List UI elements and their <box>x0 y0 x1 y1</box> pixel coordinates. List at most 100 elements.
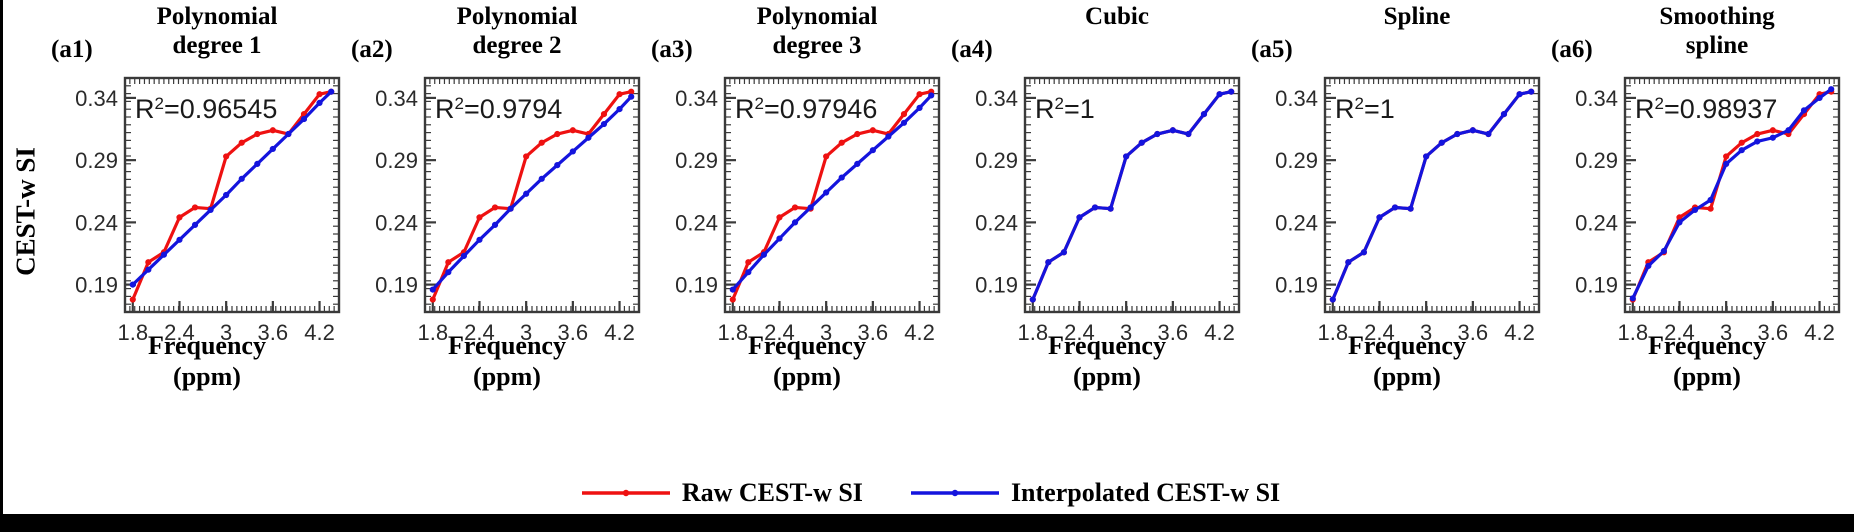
x-axis-label-line2: (ppm) <box>1073 362 1141 391</box>
data-point <box>1660 247 1668 255</box>
data-point <box>823 189 830 196</box>
x-tick-label: 4.2 <box>1804 320 1835 345</box>
data-point <box>1045 259 1052 266</box>
series-line-interpolated <box>731 93 933 292</box>
minor-ticks <box>124 77 340 313</box>
r2-annotation: R2=0.98937 <box>1635 94 1777 124</box>
data-point <box>328 88 335 95</box>
data-point <box>776 214 783 221</box>
y-tick-label: 0.34 <box>975 86 1018 111</box>
data-point <box>269 127 276 134</box>
data-point <box>1516 91 1523 98</box>
y-tick-label: 0.24 <box>375 210 418 235</box>
x-tick-label: 3.6 <box>1758 320 1789 345</box>
data-point <box>445 259 452 266</box>
panel-tag-a5: (a5) <box>1251 36 1293 63</box>
x-axis-ticks: 1.8 2.4 3 3.6 4.2 <box>1017 301 1235 345</box>
x-tick-label: 3 <box>1420 320 1432 345</box>
data-point <box>569 127 576 134</box>
x-axis-label-line2: (ppm) <box>773 362 841 391</box>
y-tick-label: 0.24 <box>1275 210 1318 235</box>
data-point <box>791 219 799 226</box>
data-point <box>254 130 261 138</box>
panel-title-line2: spline <box>1685 32 1749 59</box>
data-point <box>285 130 292 138</box>
y-tick-label: 0.19 <box>75 273 118 298</box>
y-axis-ticks: 0.19 0.24 0.29 0.34 <box>375 86 436 298</box>
plot-area-a4: 1.8 2.4 3 3.6 4.2 0.19 0.24 0.29 0.34 R2=1 <box>947 64 1247 369</box>
x-axis-label-line1: Frequency <box>1648 331 1766 360</box>
data-point <box>1800 107 1808 114</box>
panel-title-line1: Polynomial <box>156 3 278 30</box>
data-point <box>869 127 876 134</box>
data-point <box>1485 130 1492 138</box>
data-point <box>1216 91 1223 98</box>
data-point <box>316 91 323 98</box>
legend-item-raw: Raw CEST-w SI <box>580 478 863 508</box>
y-tick-label: 0.24 <box>1575 210 1618 235</box>
panel-tag-a1: (a1) <box>51 36 93 63</box>
minor-ticks <box>724 77 940 313</box>
minor-ticks <box>1024 77 1240 313</box>
x-axis-label-a3: Frequency (ppm) <box>677 330 937 392</box>
data-point <box>129 281 136 288</box>
x-tick-label: 3 <box>1120 320 1132 345</box>
data-point <box>523 190 530 197</box>
chart-svg: 1.8 2.4 3 3.6 4.2 0.19 0.24 0.29 0.34 R2=0.9794 <box>375 76 641 345</box>
data-point <box>1329 296 1336 303</box>
data-point <box>585 134 592 141</box>
data-point <box>838 139 845 146</box>
r2-annotation: R2=0.9794 <box>435 94 562 124</box>
x-tick-label: 2.4 <box>764 320 795 345</box>
data-point <box>238 175 245 182</box>
data-point <box>928 92 935 99</box>
data-point <box>628 93 635 100</box>
panel-tag-a4: (a4) <box>951 36 993 63</box>
y-tick-label: 0.24 <box>75 210 118 235</box>
data-point <box>300 115 308 123</box>
data-point <box>445 269 452 276</box>
chart-svg: 1.8 2.4 3 3.6 4.2 0.19 0.24 0.29 0.34 R2=0.98937 <box>1575 76 1841 345</box>
data-point <box>207 206 214 214</box>
x-axis-label-line1: Frequency <box>448 331 566 360</box>
data-point <box>523 153 530 160</box>
data-point <box>1391 204 1399 211</box>
y-axis-ticks: 0.19 0.24 0.29 0.34 <box>975 86 1036 298</box>
data-point <box>507 205 514 212</box>
data-point <box>191 221 199 228</box>
series-line-interpolated <box>1031 90 1233 302</box>
x-tick-label: 1.8 <box>417 320 448 345</box>
x-tick-label: 3 <box>520 320 532 345</box>
data-point <box>223 153 230 160</box>
legend-swatch-interpolated-icon <box>910 489 999 497</box>
data-point <box>1723 153 1730 160</box>
y-tick-label: 0.19 <box>1275 273 1318 298</box>
data-point <box>1185 130 1192 138</box>
y-tick-label: 0.34 <box>1575 86 1618 111</box>
x-tick-label: 2.4 <box>1364 320 1395 345</box>
y-axis-label-block: CEST-w SI <box>3 0 47 470</box>
x-tick-label: 3.6 <box>258 320 289 345</box>
panel-title-line2: degree 1 <box>172 32 262 59</box>
y-tick-label: 0.24 <box>975 210 1018 235</box>
plot-area-a6: 1.8 2.4 3 3.6 4.2 0.19 0.24 0.29 0.34 R2=0.98937 <box>1547 64 1847 369</box>
data-point <box>1676 219 1683 226</box>
x-axis-label-line2: (ppm) <box>473 362 541 391</box>
data-point <box>776 235 783 242</box>
y-tick-label: 0.29 <box>975 148 1018 173</box>
panel-title-line1: Spline <box>1383 3 1451 30</box>
panel-tag-a2: (a2) <box>351 36 393 63</box>
y-tick-label: 0.34 <box>375 86 418 111</box>
data-point <box>1123 153 1130 160</box>
data-point <box>176 236 183 243</box>
series-line-interpolated <box>431 95 633 292</box>
x-axis-label-a1: Frequency (ppm) <box>77 330 337 392</box>
x-tick-label: 3.6 <box>1158 320 1189 345</box>
x-tick-label: 1.8 <box>117 320 148 345</box>
data-point <box>838 174 845 181</box>
data-point <box>429 286 436 293</box>
y-tick-label: 0.29 <box>75 148 118 173</box>
y-tick-label: 0.29 <box>1275 148 1318 173</box>
legend-item-interpolated: Interpolated CEST-w SI <box>909 478 1280 508</box>
x-tick-label: 2.4 <box>1664 320 1695 345</box>
